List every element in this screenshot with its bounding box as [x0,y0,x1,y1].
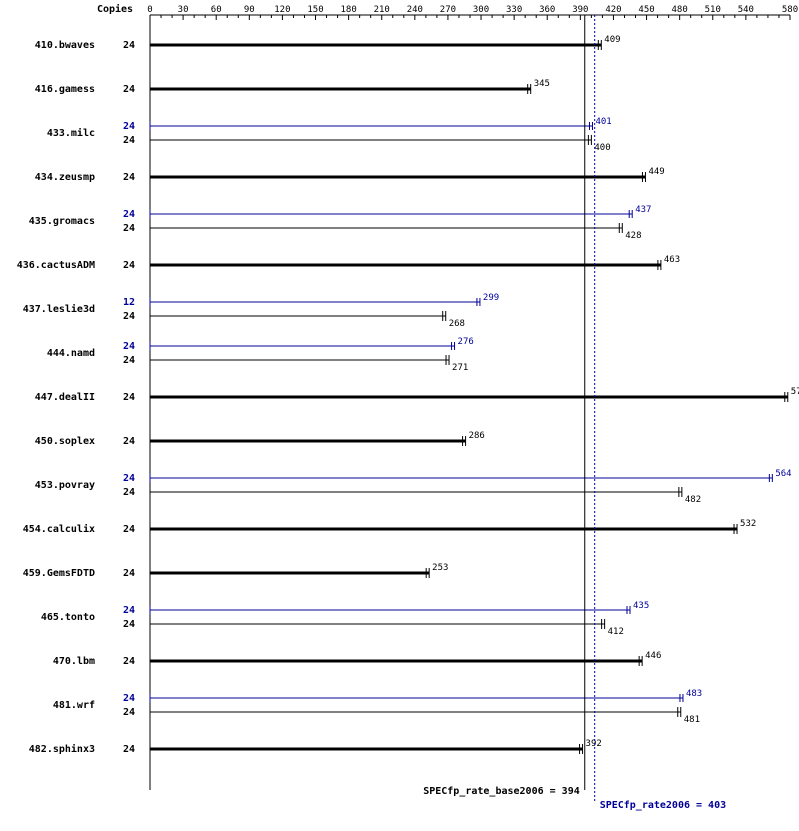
base-copies: 24 [123,135,135,146]
base-value: 532 [740,519,756,529]
benchmark-name: 459.GemsFDTD [23,568,95,579]
benchmark-name: 416.gamess [35,84,95,95]
benchmark-name: 410.bwaves [35,40,95,51]
benchmark-name: 453.povray [35,480,95,491]
benchmark-name: 437.leslie3d [23,303,95,315]
peak-reference-label: SPECfp_rate2006 = 403 [600,800,726,811]
base-copies: 24 [123,84,135,95]
x-tick-label: 450 [638,5,654,15]
benchmark-name: 434.zeusmp [35,172,95,183]
base-value: 253 [432,563,448,573]
x-tick-label: 420 [605,5,621,15]
benchmark-name: 450.soplex [35,436,95,447]
peak-copies: 24 [123,121,135,132]
x-tick-label: 180 [340,5,356,15]
benchmark-name: 447.dealII [35,392,95,403]
peak-copies: 24 [123,693,135,704]
base-reference-label: SPECfp_rate_base2006 = 394 [423,786,580,797]
x-tick-label: 30 [178,5,189,15]
base-copies: 24 [123,311,135,322]
x-tick-label: 60 [211,5,222,15]
base-value: 482 [685,495,701,505]
base-copies: 24 [123,223,135,234]
peak-value: 435 [633,601,649,611]
base-copies: 24 [123,744,135,755]
base-value: 449 [648,167,664,177]
peak-copies: 12 [123,297,135,308]
base-value: 481 [684,715,700,725]
x-tick-label: 580 [782,5,798,15]
base-value: 392 [586,739,602,749]
base-value: 412 [608,627,624,637]
base-copies: 24 [123,436,135,447]
benchmark-name: 444.namd [47,348,95,359]
benchmark-name: 465.tonto [41,612,95,623]
x-tick-label: 510 [705,5,721,15]
benchmark-name: 454.calculix [23,523,95,535]
base-copies: 24 [123,524,135,535]
peak-copies: 24 [123,605,135,616]
peak-value: 483 [686,689,702,699]
base-value: 409 [604,35,620,45]
base-copies: 24 [123,355,135,366]
benchmark-name: 435.gromacs [29,216,95,227]
base-value: 345 [534,79,550,89]
base-value: 271 [452,363,468,373]
peak-value: 437 [635,205,651,215]
peak-value: 564 [775,469,791,479]
chart-svg: 0 30 60 90 120 150 180 210 240 270 300 330 360 390 420… [0,0,799,831]
base-copies: 24 [123,656,135,667]
base-copies: 24 [123,568,135,579]
base-copies: 24 [123,260,135,271]
x-tick-label: 390 [572,5,588,15]
benchmark-name: 436.cactusADM [17,260,95,271]
x-tick-label: 540 [738,5,754,15]
x-tick-label: 210 [374,5,390,15]
base-value: 400 [594,143,610,153]
x-tick-label: 150 [307,5,323,15]
x-tick-label: 270 [440,5,456,15]
base-value: 463 [664,255,680,265]
base-value: 446 [645,651,661,661]
peak-value: 299 [483,293,499,303]
base-value: 268 [449,319,465,329]
peak-copies: 24 [123,209,135,220]
benchmark-name: 433.milc [47,127,95,139]
x-tick-label: 240 [407,5,423,15]
x-tick-label: 360 [539,5,555,15]
peak-value: 401 [595,117,611,127]
copies-header: Copies [97,3,133,15]
x-tick-label: 330 [506,5,522,15]
peak-copies: 24 [123,341,135,352]
base-copies: 24 [123,707,135,718]
x-tick-label: 480 [672,5,688,15]
base-copies: 24 [123,172,135,183]
benchmark-name: 481.wrf [53,700,95,711]
base-copies: 24 [123,487,135,498]
base-copies: 24 [123,40,135,51]
benchmark-name: 470.lbm [53,656,95,667]
base-value: 578 [791,387,799,397]
base-copies: 24 [123,619,135,630]
x-tick-label: 300 [473,5,489,15]
peak-copies: 24 [123,473,135,484]
x-tick-label: 0 [147,5,152,15]
peak-value: 276 [458,337,474,347]
benchmark-name: 482.sphinx3 [29,743,95,755]
x-tick-label: 90 [244,5,255,15]
spec-benchmark-chart: 0 30 60 90 120 150 180 210 240 270 300 330 360 390 420… [0,0,799,831]
base-value: 428 [625,231,641,241]
x-tick-label: 120 [274,5,290,15]
base-copies: 24 [123,392,135,403]
base-value: 286 [469,431,485,441]
